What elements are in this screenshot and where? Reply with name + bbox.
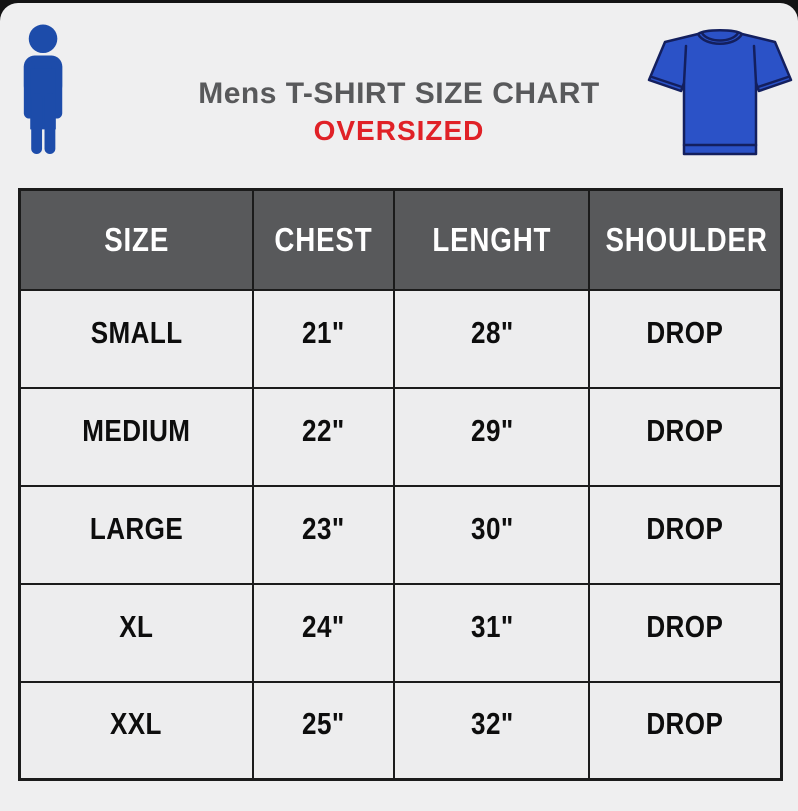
size-cell: SMALL [18,288,254,389]
table-row-xxl: XXL 25" 32" DROP [18,680,783,781]
table-row-large: LARGE 23" 30" DROP [18,484,783,585]
chest-cell: 24" [251,582,396,683]
size-cell: MEDIUM [18,386,254,487]
size-chart-card: Mens T-SHIRT SIZE CHART OVERSIZED SIZE C… [0,3,798,811]
length-cell: 30" [393,484,591,585]
chest-cell: 25" [251,680,396,781]
length-cell: 29" [393,386,591,487]
shoulder-cell: DROP [588,386,783,487]
size-cell: XL [18,582,254,683]
size-cell: LARGE [18,484,254,585]
size-cell: XXL [18,680,254,781]
table-row-small: SMALL 21" 28" DROP [18,288,783,389]
shoulder-cell: DROP [588,680,783,781]
column-header-shoulder: SHOULDER [588,188,783,291]
shoulder-cell: DROP [588,484,783,585]
column-header-length: LENGHT [393,188,591,291]
table-row-medium: MEDIUM 22" 29" DROP [18,386,783,487]
length-cell: 32" [393,680,591,781]
size-chart-table: SIZE CHEST LENGHT SHOULDER SMALL 21" 28"… [18,188,783,781]
column-header-chest: CHEST [251,188,396,291]
man-figure-icon [23,24,63,154]
tshirt-icon [647,29,793,156]
shoulder-cell: DROP [588,582,783,683]
table-row-xl: XL 24" 31" DROP [18,582,783,683]
length-cell: 28" [393,288,591,389]
tshirt-shapes [647,29,793,156]
length-cell: 31" [393,582,591,683]
chest-cell: 22" [251,386,396,487]
page-title: Mens T-SHIRT SIZE CHART [198,77,600,110]
man-figure-shapes [23,24,63,154]
chest-cell: 23" [251,484,396,585]
page-subtitle: OVERSIZED [313,115,485,146]
shoulder-cell: DROP [588,288,783,389]
column-header-size: SIZE [18,188,254,291]
header-row: SIZE CHEST LENGHT SHOULDER [18,188,783,291]
chest-cell: 21" [251,288,396,389]
